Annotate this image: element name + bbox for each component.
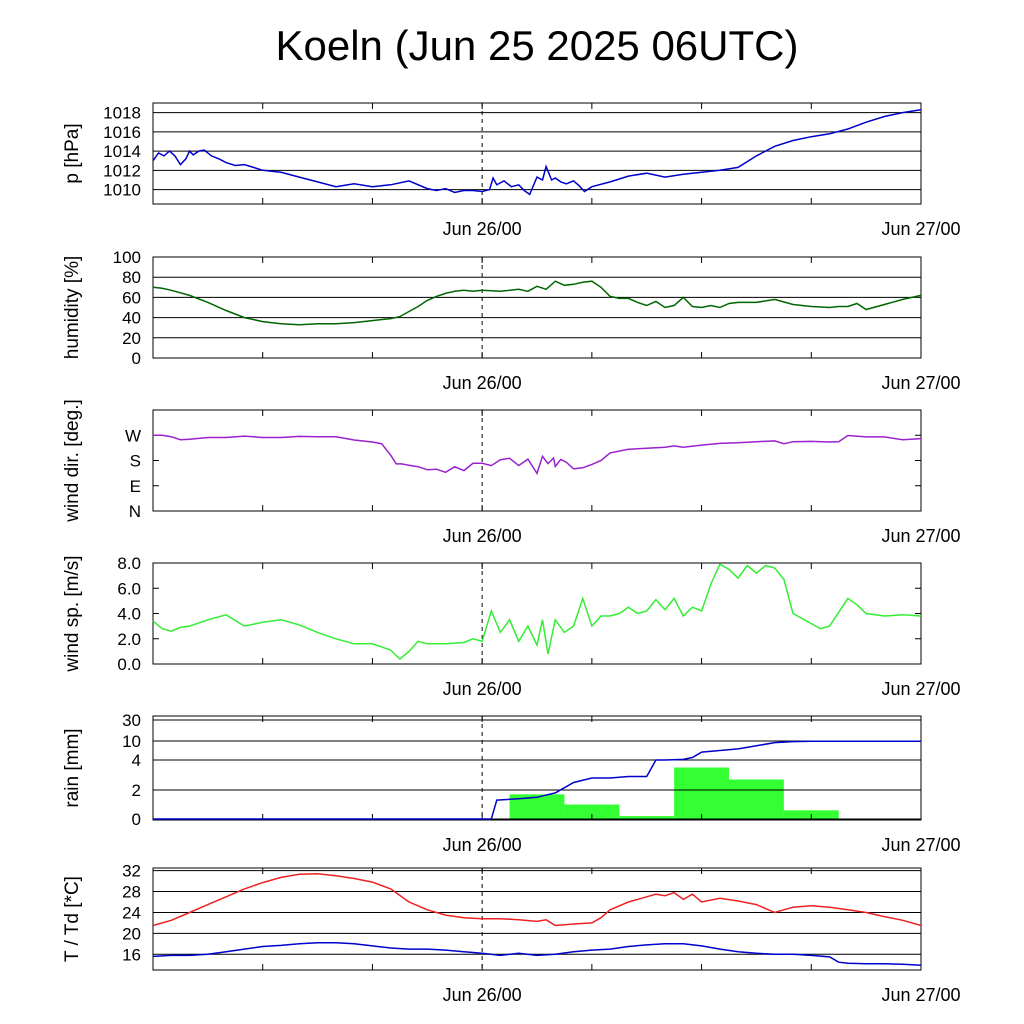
x-tick-label: Jun 26/00 bbox=[443, 679, 522, 699]
y-tick-label: 1010 bbox=[103, 181, 141, 200]
y-axis-label: T / Td [*C] bbox=[62, 876, 83, 962]
x-tick-label: Jun 27/00 bbox=[881, 373, 960, 393]
y-tick-label: 60 bbox=[122, 288, 141, 307]
y-tick-label: 10 bbox=[122, 732, 141, 751]
y-tick-label: 4 bbox=[132, 751, 141, 770]
y-tick-label: 1014 bbox=[103, 142, 141, 161]
y-tick-label: 0 bbox=[132, 810, 141, 829]
y-tick-label: 30 bbox=[122, 711, 141, 730]
x-tick-label: Jun 26/00 bbox=[443, 373, 522, 393]
y-axis-label: wind sp. [m/s] bbox=[62, 555, 83, 672]
y-axis-label: rain [mm] bbox=[62, 728, 83, 807]
x-tick-label: Jun 27/00 bbox=[881, 679, 960, 699]
y-tick-label: 8.0 bbox=[117, 554, 141, 573]
y-tick-label: 80 bbox=[122, 268, 141, 287]
y-tick-label: 40 bbox=[122, 309, 141, 328]
y-tick-label: 32 bbox=[122, 862, 141, 881]
chart-title: Koeln (Jun 25 2025 06UTC) bbox=[275, 22, 799, 69]
rain-bar bbox=[674, 767, 729, 820]
y-tick-label: 16 bbox=[122, 945, 141, 964]
y-tick-label: 0.0 bbox=[117, 655, 141, 674]
x-tick-label: Jun 26/00 bbox=[443, 835, 522, 855]
y-tick-label: 100 bbox=[113, 248, 141, 267]
y-tick-label: 2 bbox=[132, 781, 141, 800]
temperature-series-line bbox=[152, 942, 922, 967]
x-tick-label: Jun 27/00 bbox=[881, 219, 960, 239]
rain-series-line bbox=[153, 740, 921, 820]
x-tick-label: Jun 26/00 bbox=[443, 219, 522, 239]
rain-panel: 0 2 410 30 Jun 26/00 Jun 27/00 rain [mm] bbox=[62, 711, 961, 855]
plot-frame bbox=[152, 256, 922, 359]
y-tick-label: 4.0 bbox=[117, 605, 141, 624]
wind_speed-panel: 0.0 2.0 4.0 6.0 8.0 Jun 26/00 Jun 27/00 wind sp… bbox=[62, 554, 961, 699]
plot-frame bbox=[152, 562, 922, 665]
y-tick-label: 6.0 bbox=[117, 579, 141, 598]
y-tick-label: 1016 bbox=[103, 123, 141, 142]
x-tick-label: Jun 26/00 bbox=[443, 526, 522, 546]
wind_speed-series-line bbox=[152, 563, 922, 661]
y-tick-label: 20 bbox=[122, 329, 141, 348]
y-axis-label: humidity [%] bbox=[62, 256, 83, 359]
y-tick-label: 0 bbox=[132, 349, 141, 368]
y-tick-label: 24 bbox=[122, 903, 141, 922]
x-tick-label: Jun 27/00 bbox=[881, 835, 960, 855]
wind_dir-series-line bbox=[153, 434, 922, 476]
y-axis-label: p [hPa] bbox=[62, 123, 83, 183]
y-tick-label: W bbox=[125, 426, 141, 445]
x-tick-label: Jun 27/00 bbox=[881, 526, 960, 546]
plot-frame bbox=[152, 409, 922, 512]
rain-bar bbox=[619, 816, 675, 820]
plot-frame bbox=[152, 715, 922, 821]
plot-frame bbox=[152, 867, 922, 971]
humidity-series-line bbox=[152, 280, 922, 326]
temperature-series-line bbox=[152, 873, 922, 927]
plot-frame bbox=[152, 102, 922, 205]
y-tick-label: 20 bbox=[122, 924, 141, 943]
y-tick-label: 28 bbox=[122, 883, 141, 902]
y-tick-label: 1012 bbox=[103, 161, 141, 180]
rain-bar bbox=[564, 804, 620, 820]
pressure-series-line bbox=[152, 108, 922, 196]
y-tick-label: E bbox=[130, 477, 141, 496]
y-tick-label: S bbox=[130, 452, 141, 471]
x-tick-label: Jun 27/00 bbox=[881, 985, 960, 1005]
rain-bar bbox=[729, 779, 784, 820]
x-tick-label: Jun 26/00 bbox=[443, 985, 522, 1005]
y-tick-label: 1018 bbox=[103, 104, 141, 123]
y-axis-label: wind dir. [deg.] bbox=[62, 399, 83, 523]
y-tick-label: 2.0 bbox=[117, 630, 141, 649]
y-tick-label: N bbox=[129, 502, 141, 521]
